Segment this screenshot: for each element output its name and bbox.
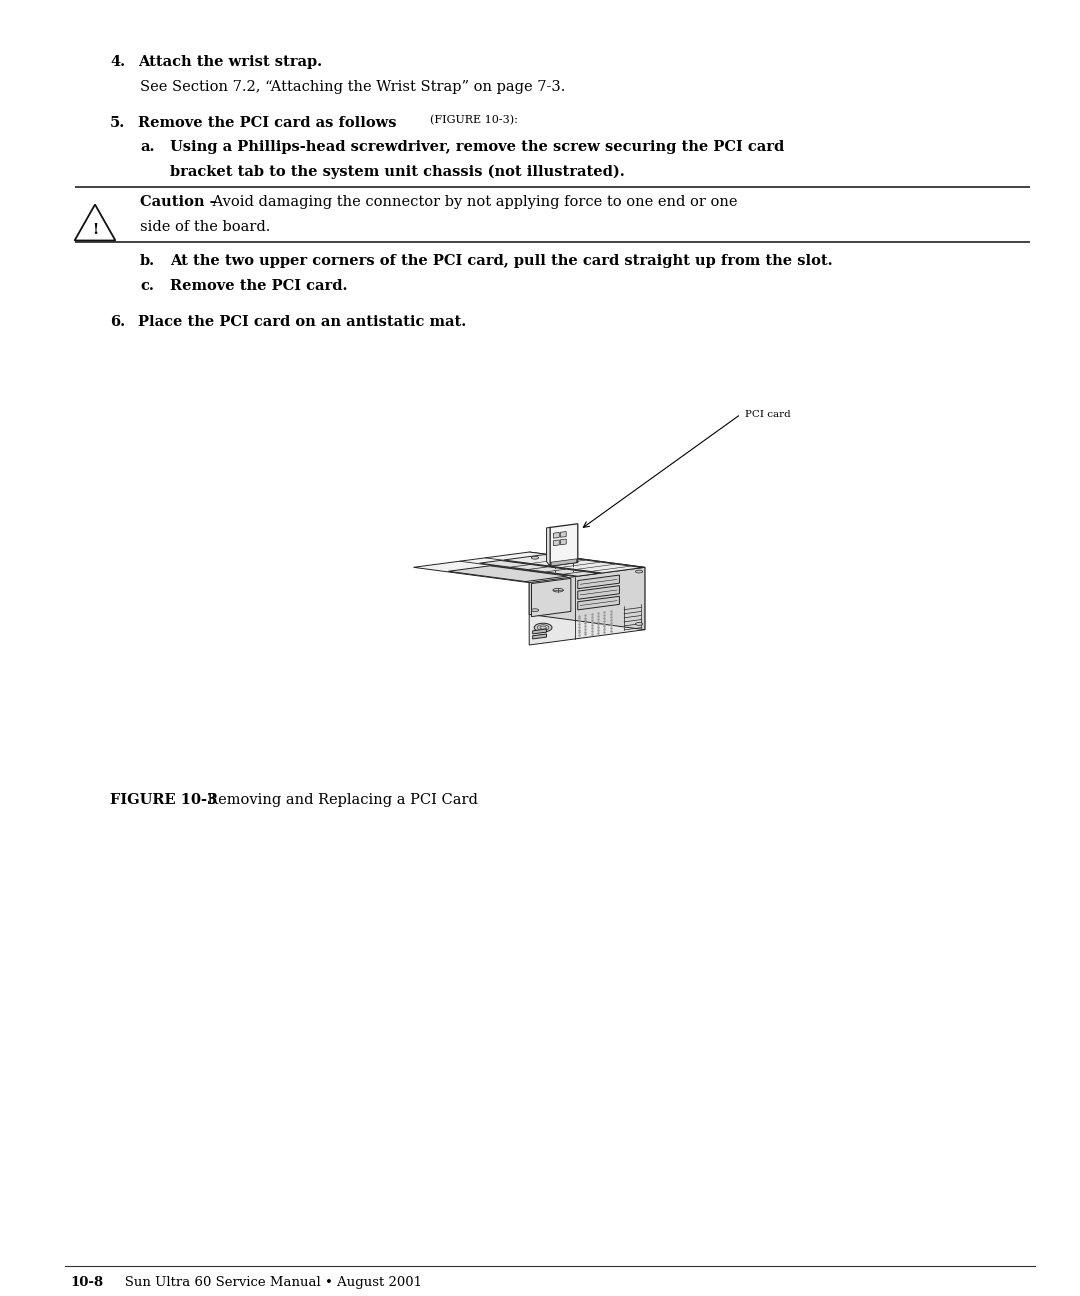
Text: Using a Phillips-head screwdriver, remove the screw securing the PCI card: Using a Phillips-head screwdriver, remov… [170,140,784,154]
Text: (FIGURE 10-3):: (FIGURE 10-3): [430,115,518,126]
Text: Remove the PCI card.: Remove the PCI card. [170,279,348,293]
Text: Sun Ultra 60 Service Manual • August 2001: Sun Ultra 60 Service Manual • August 200… [112,1277,422,1290]
Ellipse shape [531,556,539,559]
Text: 6.: 6. [110,315,125,329]
Polygon shape [532,629,546,634]
Text: 10-8: 10-8 [70,1277,103,1290]
Polygon shape [448,566,567,582]
Polygon shape [480,560,598,577]
Polygon shape [550,524,578,566]
Text: Avoid damaging the connector by not applying force to one end or one: Avoid damaging the connector by not appl… [208,196,738,210]
Ellipse shape [635,622,643,626]
Ellipse shape [635,570,643,573]
Text: !: ! [92,223,98,237]
Text: Place the PCI card on an antistatic mat.: Place the PCI card on an antistatic mat. [138,315,467,329]
Text: Caution –: Caution – [140,196,217,210]
Polygon shape [553,533,559,538]
Polygon shape [561,531,566,538]
Polygon shape [553,540,559,546]
Polygon shape [414,552,645,583]
Text: c.: c. [140,279,153,293]
Polygon shape [551,559,577,566]
Ellipse shape [549,561,567,562]
Text: Removing and Replacing a PCI Card: Removing and Replacing a PCI Card [198,793,477,806]
Polygon shape [578,586,620,599]
Polygon shape [531,578,571,617]
Text: 5.: 5. [110,117,125,130]
Text: a.: a. [140,140,154,154]
Polygon shape [578,596,620,610]
Text: 4.: 4. [110,54,125,69]
Text: Remove the PCI card as follows: Remove the PCI card as follows [138,117,402,130]
Text: At the two upper corners of the PCI card, pull the card straight up from the slo: At the two upper corners of the PCI card… [170,254,833,268]
Polygon shape [503,555,643,573]
Text: See Section 7.2, “Attaching the Wrist Strap” on page 7-3.: See Section 7.2, “Attaching the Wrist St… [140,79,565,93]
Polygon shape [546,527,550,566]
Polygon shape [532,634,546,639]
Text: Attach the wrist strap.: Attach the wrist strap. [138,54,322,69]
Ellipse shape [531,609,539,612]
Text: FIGURE 10-3: FIGURE 10-3 [110,793,217,806]
Polygon shape [561,539,566,544]
Polygon shape [529,552,645,630]
Polygon shape [529,568,645,645]
Ellipse shape [553,588,564,592]
Text: PCI card: PCI card [745,410,791,419]
Text: b.: b. [140,254,156,268]
Text: side of the board.: side of the board. [140,220,270,235]
Polygon shape [578,575,620,588]
Text: bracket tab to the system unit chassis (not illustrated).: bracket tab to the system unit chassis (… [170,165,624,179]
Ellipse shape [535,623,552,632]
